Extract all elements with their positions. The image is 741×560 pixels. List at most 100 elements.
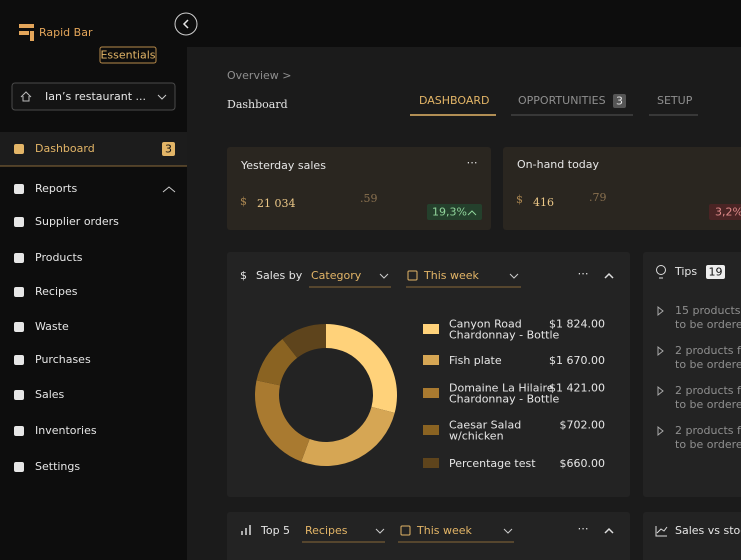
nav-icon [14,322,24,332]
venue-select[interactable] [11,82,176,111]
tip-text: 2 products from [675,384,741,397]
kpi-change-bg [709,204,741,220]
tip-text: 2 products from [675,424,741,437]
nav-active-bg [0,132,187,166]
nav-icon [14,426,24,436]
donut-segment [254,380,310,462]
collapse-icon [182,19,189,29]
brand-name: Rapid Bar [39,26,93,39]
legend-swatch [423,324,439,334]
tab[interactable]: OPPORTUNITIES [518,94,606,107]
more-button[interactable]: ⋯ [578,267,589,280]
collapse-icon[interactable] [604,527,614,534]
nav-icon [14,390,24,400]
tab-badge-bg [613,94,626,108]
tip-text: to be ordered so [675,318,741,331]
legend-label: Fish plate [449,354,502,367]
period-select[interactable]: This week [416,524,473,537]
tips-title: Tips [674,265,697,278]
legend-swatch [423,355,439,365]
nav-item[interactable]: Supplier orders [35,215,119,228]
legend-swatch [423,388,439,398]
chart-icon [655,526,668,537]
card-label: Top 5 [260,524,290,537]
tips-count-bg [706,265,725,279]
kpi-change: 19,3% [432,206,467,219]
logo [19,24,34,41]
legend-label: Caesar Salad [449,419,521,432]
tip-arrow [657,345,664,357]
nav-item[interactable]: Purchases [35,353,91,366]
kpi-amount: 416 [533,196,554,209]
kpi-title: On-hand today [517,158,600,171]
breadcrumb: Overview > [227,69,292,82]
kpi-decimals: .59 [360,192,378,205]
bulb-icon [656,265,666,275]
calendar-icon [407,270,418,281]
kpi-card [503,147,741,230]
brand-edition: Essentials [100,49,155,62]
tip-arrow [657,425,664,437]
reports-chevron [162,186,176,193]
kpi-amount: 21 034 [257,197,296,210]
sales-vs-card [643,512,741,560]
collapse-icon[interactable] [604,272,614,279]
nav-item[interactable]: Products [35,251,83,264]
home-icon [20,91,32,102]
tip-arrow [657,305,664,317]
kpi-currency: $ [240,195,247,208]
tips-card [643,252,741,497]
kpi-currency: $ [516,193,523,206]
donut-segment [326,324,397,413]
nav-item[interactable]: Recipes [35,285,78,298]
more-button[interactable]: ⋯ [467,156,478,169]
top5-card [227,512,630,560]
legend-label: Domaine La Hilaire [449,382,554,395]
tab-badge: 3 [616,95,623,108]
period-select[interactable]: This week [423,269,480,282]
nav-icon [14,462,24,472]
tip-text: to be ordered se [675,438,741,451]
nav-item[interactable]: Sales [35,388,65,401]
chevron [503,528,513,534]
nav-item[interactable]: Inventories [35,424,97,437]
nav-icon [14,217,24,227]
dollar-icon: $ [240,269,247,282]
donut-segment [301,406,395,466]
filter-select[interactable]: Recipes [305,524,348,537]
tab[interactable]: SETUP [657,94,693,107]
legend-label: Chardonnay - Bottle [449,393,560,406]
page-title: Dashboard [227,98,288,111]
filter-select[interactable]: Category [311,269,362,282]
chevron [379,273,389,279]
more-button[interactable]: ⋯ [578,522,589,535]
legend-swatch [423,425,439,435]
collapse-button[interactable] [174,12,198,36]
tip-text: 2 products from [675,344,741,357]
card-label: Sales by [256,269,303,282]
kpi-decimals: .79 [589,191,607,204]
legend-swatch [423,458,439,468]
legend-label: Percentage test [449,457,536,470]
edition-box [99,46,157,64]
tip-text: to be ordered se [675,398,741,411]
legend-value: $702.00 [560,419,606,432]
nav-icon [14,355,24,365]
legend-value: $660.00 [560,457,606,470]
tab[interactable]: DASHBOARD [419,94,490,107]
tip-text: 15 products from [675,304,741,317]
kpi-change-bg [427,204,482,220]
tips-count: 19 [709,266,723,279]
kpi-change: 3,2% [715,206,741,219]
chevron [375,528,385,534]
nav-item[interactable]: Reports [35,182,77,195]
nav-icon [14,253,24,263]
card-label: Sales vs stock [675,524,741,537]
venue-name: Ian’s restaurant ... [45,90,146,103]
legend-label: w/chicken [449,430,504,443]
nav-item[interactable]: Settings [35,460,80,473]
nav-item[interactable]: Dashboard [35,142,95,155]
kpi-card [227,147,491,230]
nav-item[interactable]: Waste [35,320,69,333]
